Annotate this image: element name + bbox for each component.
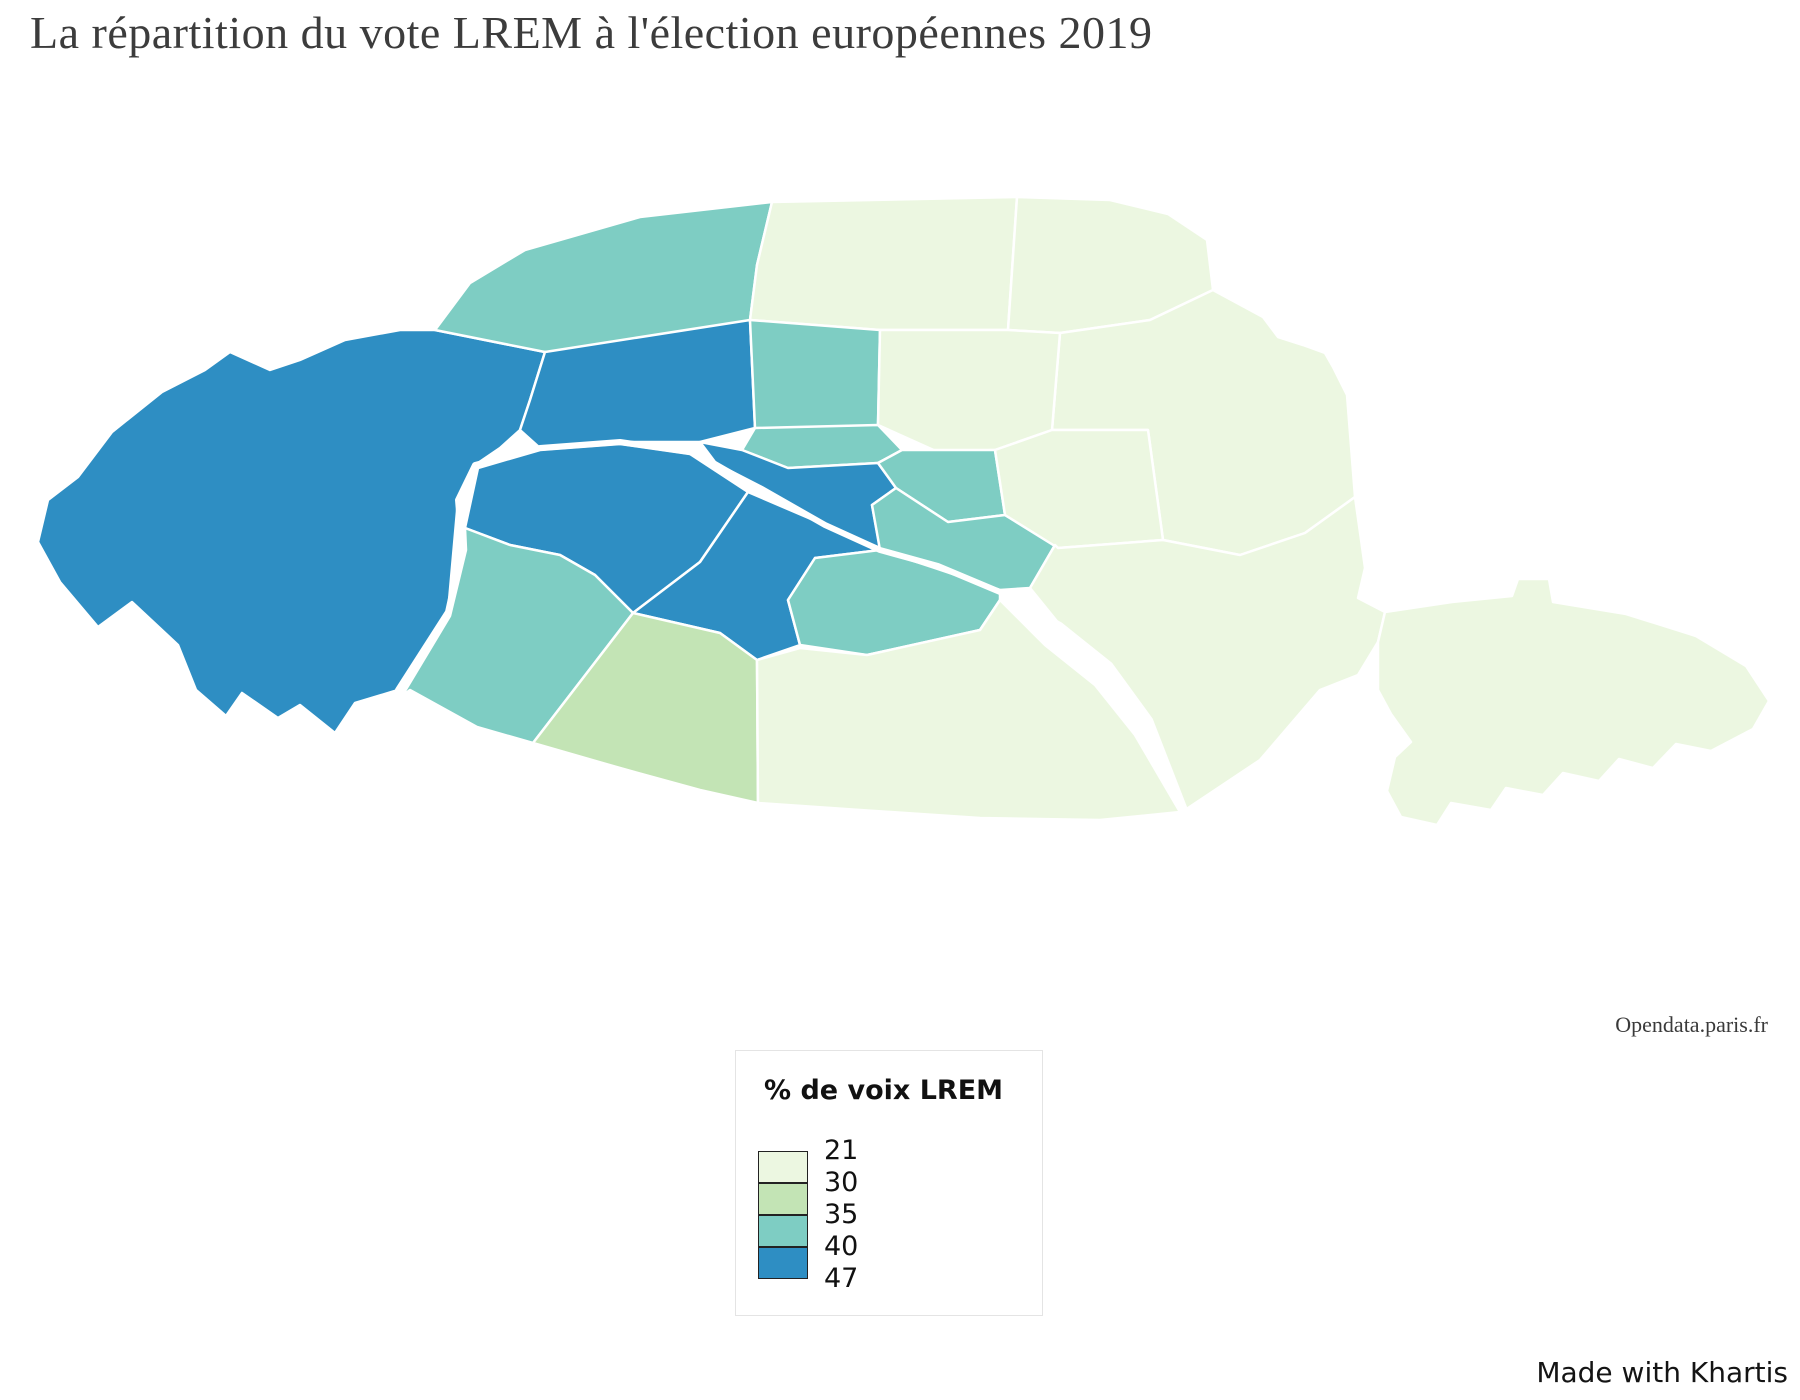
legend-break-label: 47	[824, 1263, 859, 1294]
map-region-r09-center-north	[748, 318, 882, 439]
map-region-r15-southwest	[400, 526, 635, 745]
legend-swatch-35-40	[758, 1215, 808, 1247]
page-title: La répartition du vote LREM à l'élection…	[30, 7, 1153, 58]
map-region-r14-south	[531, 611, 760, 805]
legend-swatch-21-30	[758, 1151, 808, 1183]
legend-break-label: 30	[824, 1167, 859, 1198]
legend-swatch-30-35	[758, 1183, 808, 1215]
map-region-r18-north	[748, 195, 1019, 332]
legend-break-label: 21	[824, 1135, 859, 1166]
map-region-r10-center-ne	[876, 328, 1062, 454]
seine-river	[395, 439, 1188, 813]
legend-break-label: 40	[824, 1231, 859, 1262]
map-region-r12-vincennes-lobe	[1376, 577, 1771, 827]
legend-box: % de voix LREM 21 30 35 40 47	[735, 1050, 1043, 1316]
legend-swatch-40-47	[758, 1247, 808, 1279]
data-source-attribution: Opendata.paris.fr	[1615, 1012, 1768, 1037]
legend-break-label: 35	[824, 1199, 859, 1230]
legend-title: % de voix LREM	[764, 1075, 1004, 1106]
map-region-r04-center-se	[870, 486, 1057, 592]
khartis-credit: Made with Khartis	[1536, 1356, 1788, 1389]
map-region-r13-south-east	[755, 598, 1182, 822]
